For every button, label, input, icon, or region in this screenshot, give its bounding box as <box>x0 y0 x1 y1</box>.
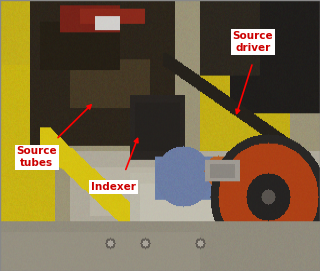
Text: Source
driver: Source driver <box>233 31 273 53</box>
Text: Indexer: Indexer <box>91 182 136 192</box>
Text: Source
tubes: Source tubes <box>17 146 57 168</box>
